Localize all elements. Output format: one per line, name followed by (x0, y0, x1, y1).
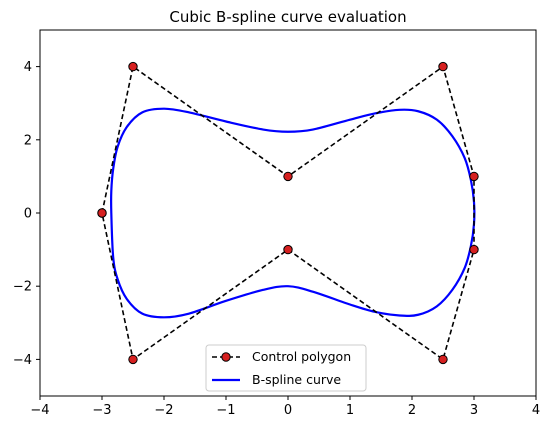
x-tick-label: 1 (346, 403, 354, 418)
series-layer (97, 61, 479, 365)
b-spline-curve-line (109, 107, 476, 319)
x-tick-label: 2 (408, 403, 416, 418)
legend-control-polygon-marker (221, 352, 231, 362)
control-point-marker (128, 354, 138, 365)
control-point-marker (283, 171, 293, 182)
x-tick-label: −1 (216, 403, 235, 418)
control-point-marker (469, 171, 479, 182)
control-point-marker (438, 354, 448, 365)
legend: Control polygon B-spline curve (205, 344, 367, 392)
axis-ticks: −4 −3 −2 −1 0 1 2 3 4 −4 −2 0 2 4 (13, 60, 540, 418)
control-polygon-line (101, 65, 475, 361)
x-tick-label: −2 (154, 403, 173, 418)
x-tick-label: −3 (92, 403, 111, 418)
legend-b-spline-label: B-spline curve (252, 372, 341, 387)
x-tick-label: 0 (284, 403, 292, 418)
y-tick-label: 0 (24, 207, 32, 222)
control-point-marker (128, 61, 138, 72)
control-point-marker (283, 244, 293, 255)
plot-area (40, 30, 536, 396)
control-point-marker (438, 61, 448, 72)
legend-control-polygon-label: Control polygon (252, 349, 351, 364)
y-tick-label: −4 (13, 353, 32, 368)
control-point-marker (469, 244, 479, 255)
y-tick-label: 2 (24, 133, 32, 148)
y-tick-label: −2 (13, 280, 32, 295)
legend-box (205, 344, 367, 392)
x-tick-label: −4 (30, 403, 49, 418)
chart-title: Cubic B-spline curve evaluation (169, 8, 406, 26)
plot-frame (39, 29, 537, 397)
control-point-marker (97, 208, 107, 218)
x-tick-label: 4 (532, 403, 540, 418)
y-tick-label: 4 (24, 60, 32, 75)
x-tick-label: 3 (470, 403, 478, 418)
